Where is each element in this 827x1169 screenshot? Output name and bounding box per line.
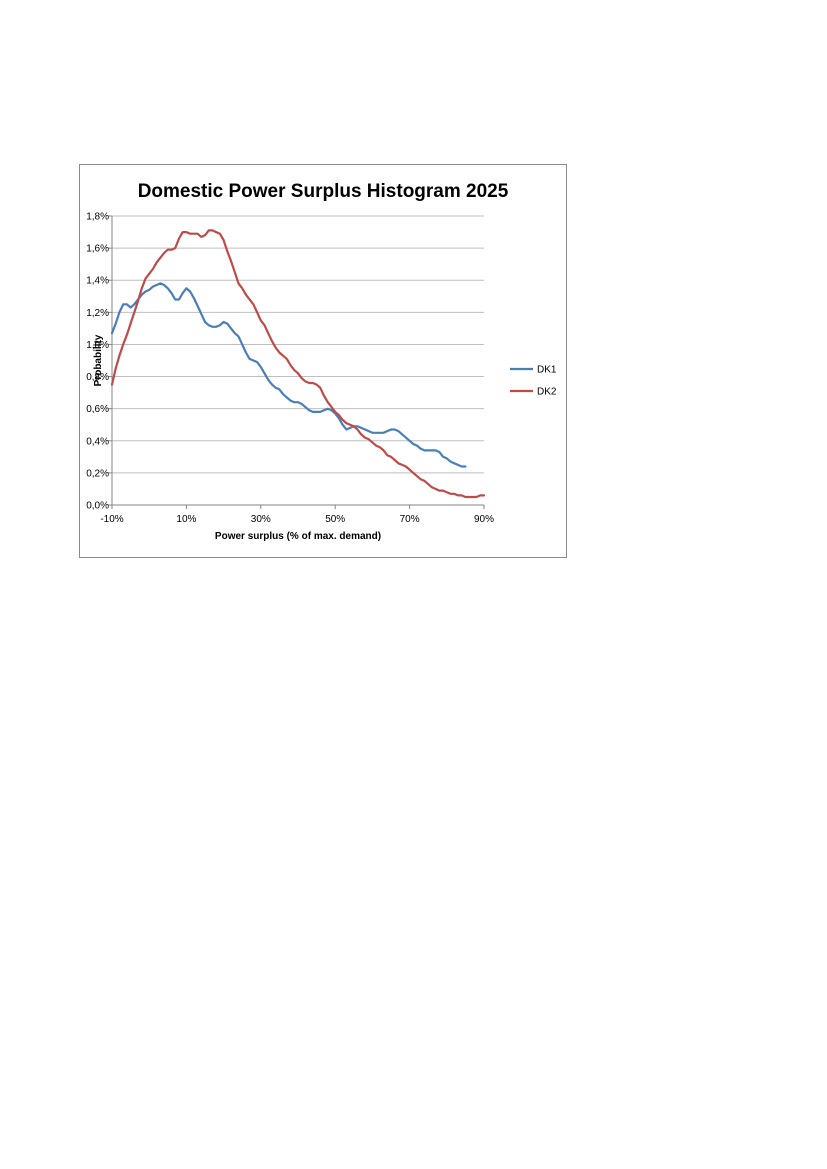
x-tick-label: -10% (100, 514, 123, 525)
y-tick-label: 1,6% (86, 244, 109, 255)
legend: DK1 DK2 (510, 365, 557, 398)
x-tick-label: 70% (400, 514, 420, 525)
chart-area: Domestic Power Surplus Histogram 2025 0,… (79, 164, 567, 558)
x-tick-label: 50% (325, 514, 345, 525)
x-tick-label: 90% (474, 514, 494, 525)
y-tick-label: 1,2% (86, 308, 109, 319)
gridlines (112, 215, 484, 474)
x-tick-label: 30% (251, 514, 271, 525)
y-tick-label: 0,6% (86, 404, 109, 415)
y-tick-label: 1,4% (86, 276, 109, 287)
series-line-dk2 (110, 229, 486, 499)
x-tick-label: 10% (176, 514, 196, 525)
series-lines (110, 229, 486, 499)
legend-label-dk1: DK1 (537, 365, 557, 376)
legend-label-dk2: DK2 (537, 387, 557, 398)
y-axis-label: Probability (93, 334, 104, 386)
y-tick-label: 0,4% (86, 436, 109, 447)
y-tick-label: 1,8% (86, 212, 109, 223)
y-tick-label: 0,0% (86, 501, 109, 512)
y-tick-label: 0,2% (86, 468, 109, 479)
x-axis-label: Power surplus (% of max. demand) (215, 531, 381, 542)
tick-labels: 0,0% 0,2% 0,4% 0,6% 0,8% 1,0% 1,2% 1,4% 1,6% 1,8%… (86, 212, 494, 526)
series-line-dk1 (110, 282, 467, 468)
y-tick-label: 1,0% (86, 340, 109, 351)
chart-title: Domestic Power Surplus Histogram 2025 (138, 181, 509, 202)
y-tick-label: 0,8% (86, 372, 109, 383)
axes (108, 215, 485, 509)
line-chart: Domestic Power Surplus Histogram 2025 0,… (86, 181, 557, 542)
